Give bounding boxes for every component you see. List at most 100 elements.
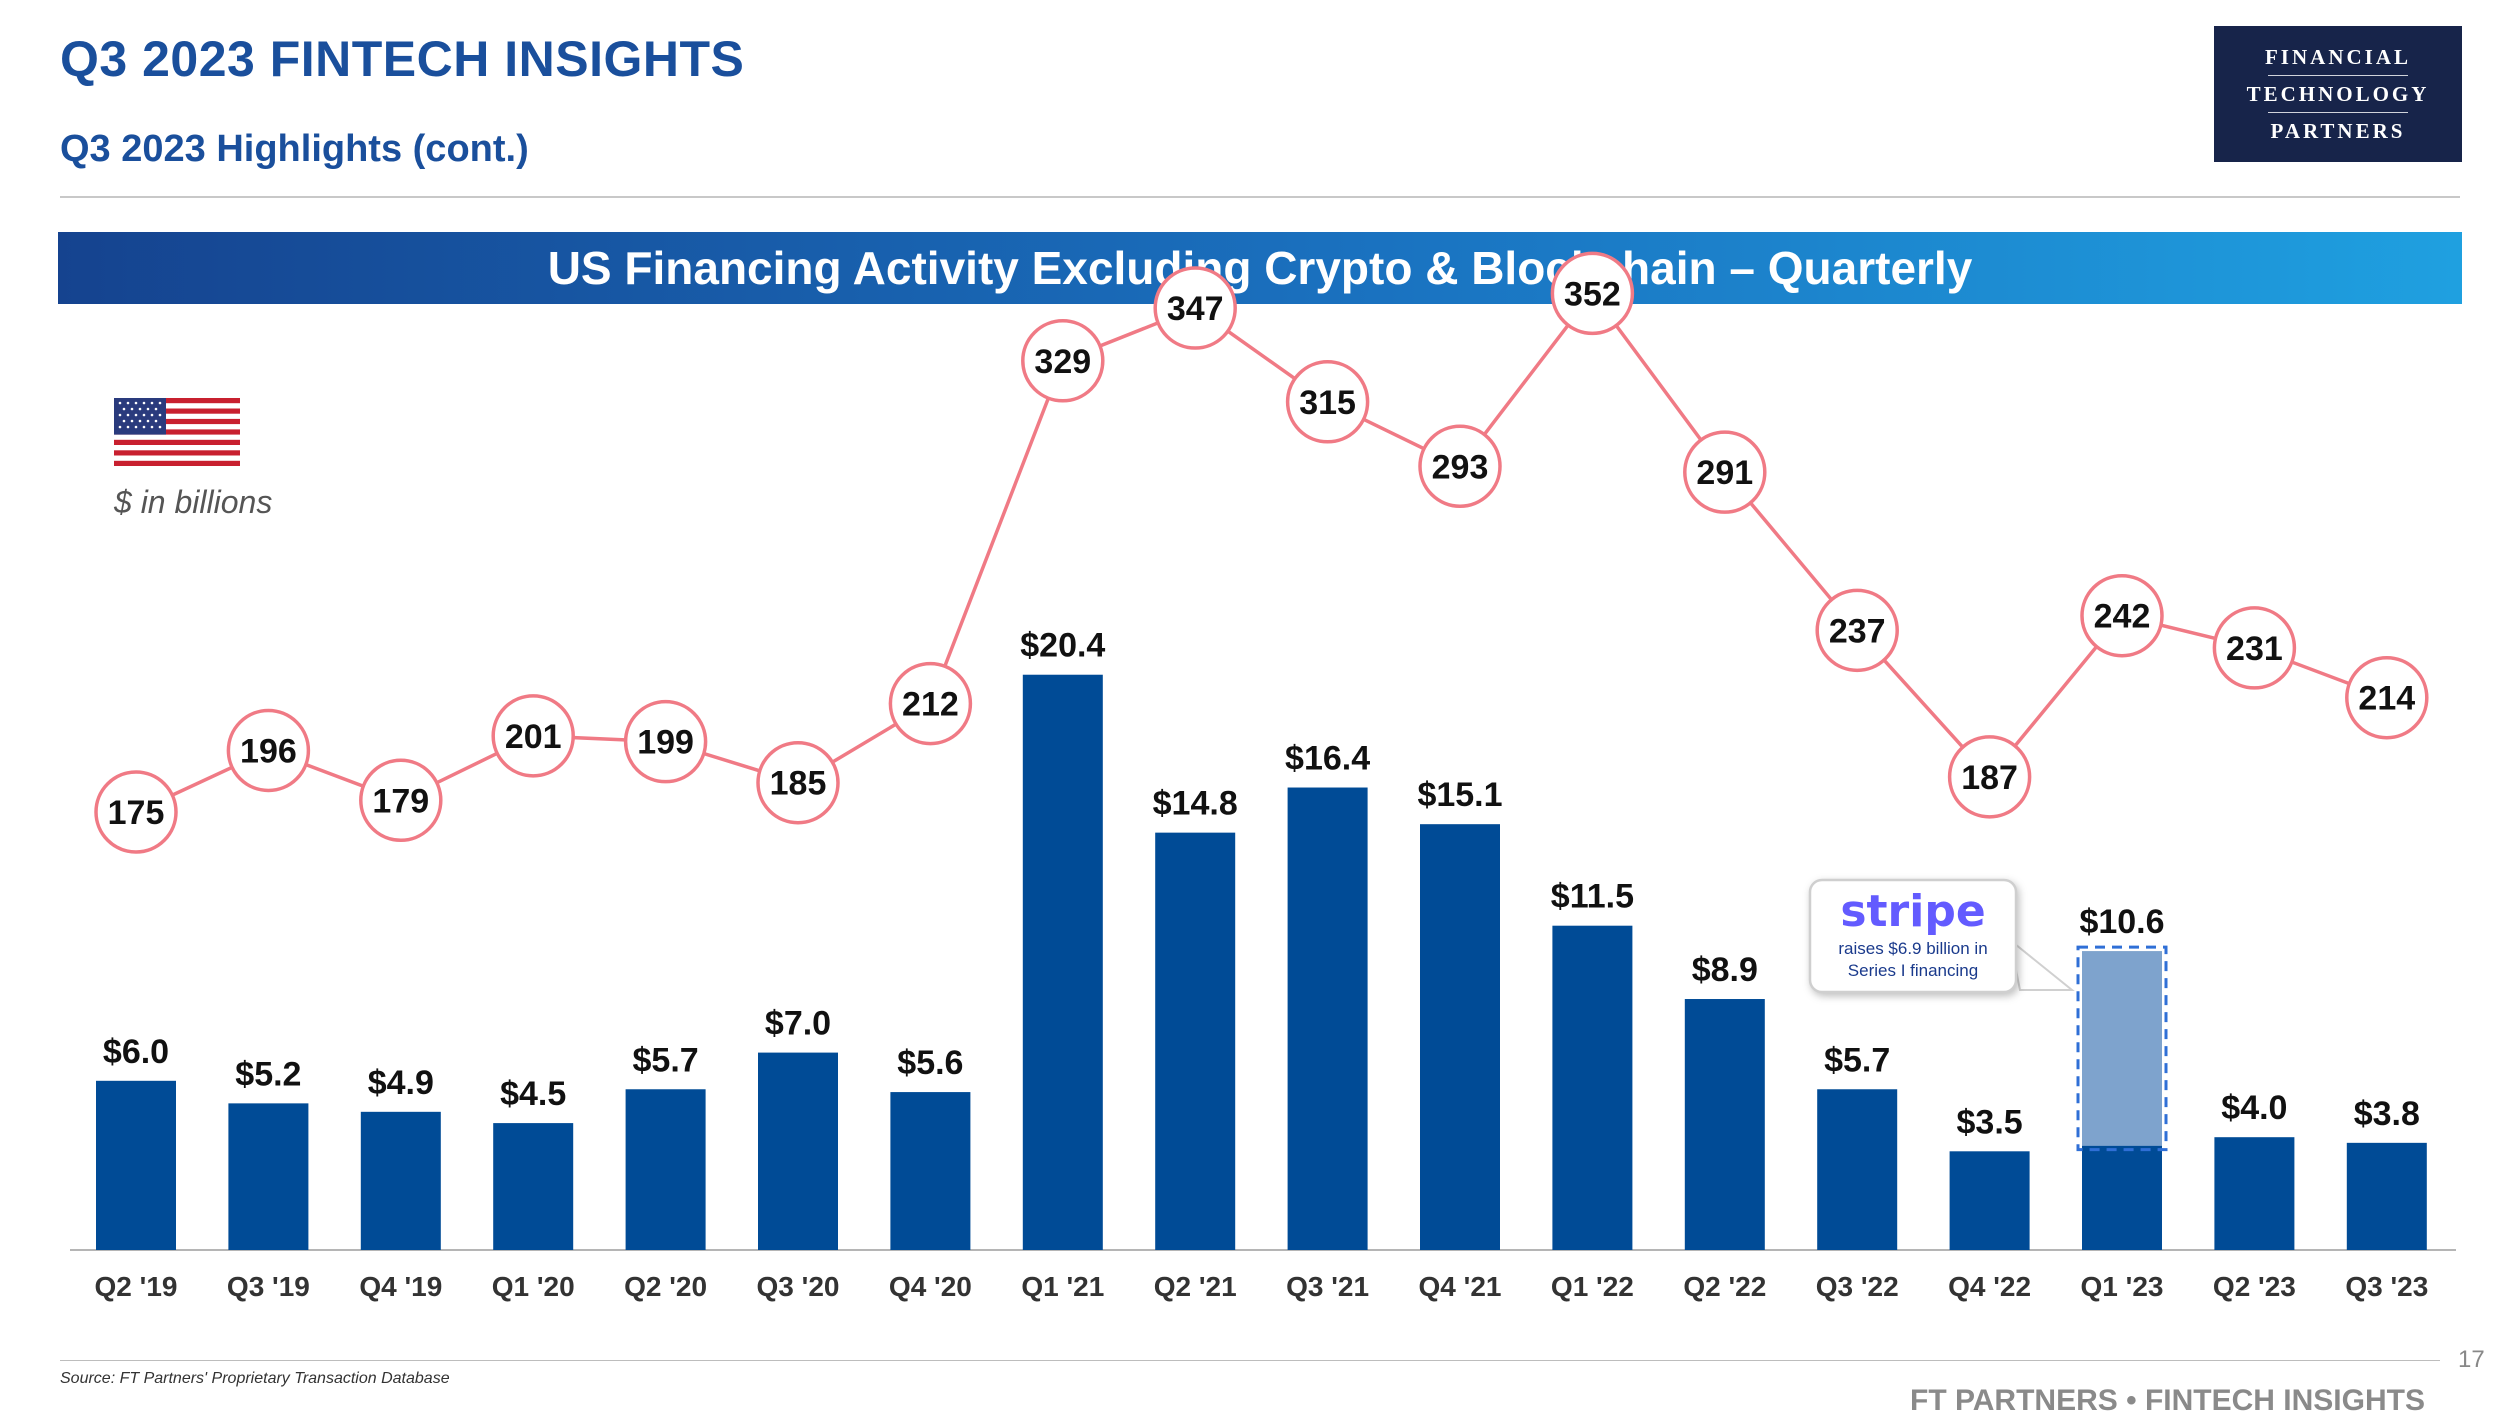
logo-divider bbox=[2268, 112, 2408, 113]
page-number: 17 bbox=[2458, 1346, 2485, 1373]
x-tick-label: Q3 '19 bbox=[227, 1271, 310, 1302]
count-label: 291 bbox=[1696, 454, 1753, 492]
bar bbox=[2214, 1137, 2295, 1250]
count-marker bbox=[1683, 430, 1767, 514]
count-label: 199 bbox=[637, 724, 694, 762]
page-title: Q3 2023 FINTECH INSIGHTS bbox=[60, 31, 745, 87]
bar bbox=[1684, 999, 1765, 1250]
units-label: $ in billions bbox=[114, 484, 273, 520]
stripe-callout: stripe raises $6.9 billion in Series I fin… bbox=[1808, 878, 2075, 994]
x-tick-label: Q4 '20 bbox=[889, 1271, 972, 1302]
count-marker bbox=[226, 708, 311, 793]
bar-highlight-segment bbox=[2082, 951, 2162, 1146]
count-label: 231 bbox=[2226, 630, 2283, 668]
logo-line-2: TECHNOLOGY bbox=[2246, 82, 2430, 106]
count-marker bbox=[888, 661, 973, 746]
x-tick-label: Q1 '22 bbox=[1551, 1271, 1634, 1302]
bar bbox=[1420, 824, 1500, 1250]
bar bbox=[360, 1111, 441, 1250]
count-label: 196 bbox=[240, 732, 297, 770]
header-divider bbox=[60, 196, 2460, 198]
bar bbox=[1155, 832, 1236, 1250]
ft-partners-logo: FINANCIAL TECHNOLOGY PARTNERS bbox=[2214, 26, 2462, 162]
bar bbox=[625, 1089, 706, 1250]
count-marker bbox=[1153, 266, 1237, 350]
callout-box bbox=[1808, 878, 2018, 994]
bar-value-label: $5.7 bbox=[633, 1041, 699, 1079]
financing-chart: $6.0 Q2 '19 $5.2 Q3 '19 $4.9 Q4 '19 $4.5 Q1 '20… bbox=[70, 251, 2456, 1302]
count-label: 212 bbox=[902, 686, 959, 724]
callout-line-1: raises $6.9 billion in bbox=[1838, 939, 1987, 958]
bar bbox=[228, 1103, 309, 1250]
x-tick-label: Q1 '20 bbox=[492, 1271, 575, 1302]
bar-value-label: $16.4 bbox=[1285, 740, 1370, 778]
bar-value-label: $6.0 bbox=[103, 1033, 169, 1071]
count-label: 242 bbox=[2094, 598, 2151, 636]
bar-value-label: $15.1 bbox=[1417, 776, 1502, 814]
bar bbox=[493, 1123, 574, 1250]
x-tick-label: Q2 '20 bbox=[624, 1271, 707, 1302]
x-tick-label: Q3 '23 bbox=[2345, 1271, 2428, 1302]
bar-value-label: $4.9 bbox=[368, 1064, 434, 1102]
count-marker bbox=[94, 770, 178, 854]
count-marker bbox=[1947, 735, 2032, 819]
bar bbox=[2082, 1145, 2162, 1250]
logo-divider bbox=[2268, 75, 2408, 76]
callout-line-2: Series I financing bbox=[1848, 961, 1978, 980]
bar-value-label: $8.9 bbox=[1692, 951, 1758, 989]
bar bbox=[1022, 674, 1103, 1250]
bar bbox=[758, 1052, 838, 1250]
bar bbox=[1949, 1151, 2030, 1250]
x-tick-label: Q3 '21 bbox=[1286, 1271, 1369, 1302]
x-tick-label: Q3 '22 bbox=[1816, 1271, 1899, 1302]
bar-value-label: $14.8 bbox=[1153, 785, 1238, 823]
count-marker bbox=[1550, 251, 1635, 336]
footer-brand: FT PARTNERS • FINTECH INSIGHTS bbox=[1910, 1384, 2425, 1417]
count-marker bbox=[2080, 573, 2164, 658]
bar-value-label: $3.8 bbox=[2354, 1095, 2420, 1133]
logo-line-1: FINANCIAL bbox=[2264, 45, 2411, 69]
source-note: Source: FT Partners' Proprietary Transac… bbox=[60, 1370, 450, 1387]
count-label: 347 bbox=[1167, 290, 1224, 328]
bar-value-label: $5.7 bbox=[1824, 1041, 1890, 1079]
count-label: 214 bbox=[2358, 680, 2415, 718]
x-tick-label: Q2 '21 bbox=[1154, 1271, 1237, 1302]
bar bbox=[2346, 1142, 2427, 1250]
bar-value-label: $3.5 bbox=[1957, 1103, 2023, 1141]
count-marker bbox=[756, 740, 840, 825]
logo-line-3: PARTNERS bbox=[2270, 119, 2406, 143]
bar-value-label: $4.5 bbox=[500, 1075, 566, 1113]
count-label: 293 bbox=[1432, 448, 1489, 486]
count-label: 185 bbox=[770, 765, 827, 803]
count-marker bbox=[2345, 655, 2429, 740]
x-tick-label: Q1 '21 bbox=[1021, 1271, 1104, 1302]
bar bbox=[890, 1092, 971, 1250]
bar-value-label: $5.6 bbox=[897, 1044, 963, 1082]
bar bbox=[96, 1080, 176, 1250]
count-label: 352 bbox=[1564, 275, 1621, 313]
count-label: 315 bbox=[1299, 384, 1356, 422]
count-label: 329 bbox=[1034, 343, 1091, 381]
bar bbox=[1552, 925, 1633, 1250]
bar-value-label: $10.6 bbox=[2079, 903, 2164, 941]
count-marker bbox=[359, 758, 443, 843]
chart-banner: US Financing Activity Excluding Crypto &… bbox=[58, 232, 2462, 304]
financings-count-line bbox=[135, 290, 2388, 814]
x-tick-label: Q2 '23 bbox=[2213, 1271, 2296, 1302]
count-label: 201 bbox=[505, 718, 562, 756]
bar bbox=[1817, 1089, 1898, 1250]
count-marker bbox=[2212, 606, 2297, 690]
count-marker bbox=[491, 694, 575, 778]
count-marker bbox=[1815, 588, 1899, 673]
count-label: 179 bbox=[372, 782, 429, 820]
bar-value-label: $11.5 bbox=[1551, 878, 1634, 916]
x-tick-label: Q3 '20 bbox=[757, 1271, 840, 1302]
count-marker bbox=[623, 699, 708, 784]
us-flag-icon bbox=[114, 398, 240, 466]
bar-value-label: $5.2 bbox=[235, 1055, 301, 1093]
count-label: 175 bbox=[108, 794, 165, 832]
highlight-outline bbox=[2076, 945, 2168, 1152]
count-marker bbox=[1285, 360, 1370, 444]
page-subtitle: Q3 2023 Highlights (cont.) bbox=[60, 128, 529, 170]
x-tick-label: Q1 '23 bbox=[2081, 1271, 2164, 1302]
